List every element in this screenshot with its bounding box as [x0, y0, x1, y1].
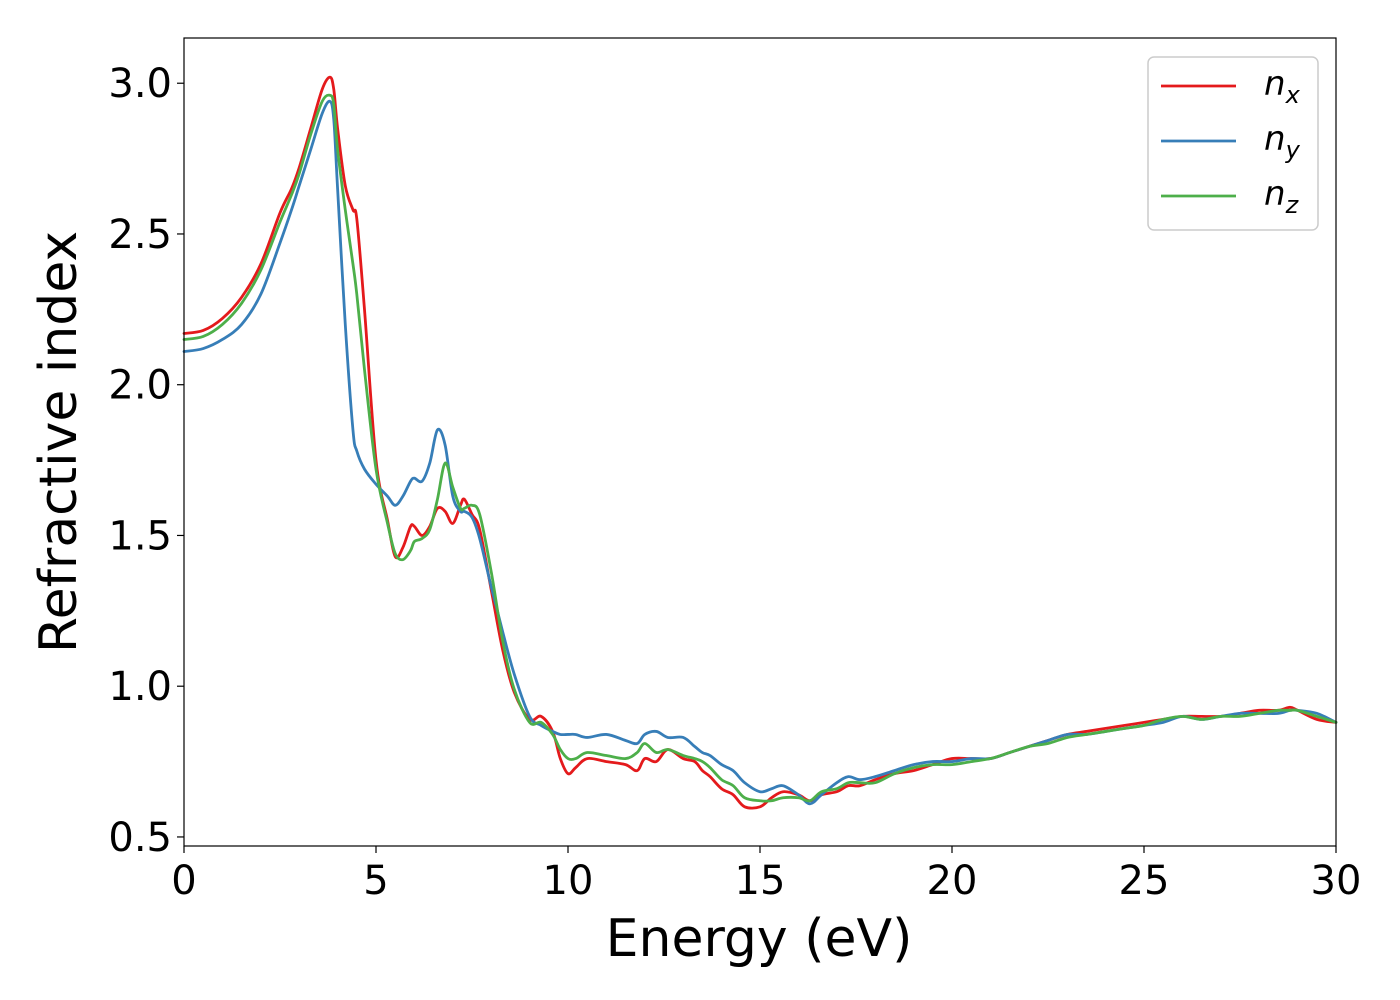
x-tick-label: 30: [1311, 858, 1362, 904]
x-tick-label: 0: [171, 858, 196, 904]
y-tick-label: 1.0: [108, 664, 172, 710]
y-axis-label: Refractive index: [29, 231, 89, 653]
legend-label-z: nz: [1264, 174, 1300, 219]
x-axis-label: Energy (eV): [606, 909, 913, 969]
legend-label-x: nx: [1264, 64, 1301, 109]
y-axis-ticks: 0.5 1.0 1.5 2.0 2.5 3.0: [108, 61, 184, 861]
legend: nx ny nz: [1147, 56, 1319, 231]
x-tick-label: 5: [363, 858, 388, 904]
x-tick-label: 10: [543, 858, 594, 904]
x-axis-ticks: 0 5 10 15 20 25 30: [171, 846, 1361, 904]
legend-label-y: ny: [1264, 119, 1301, 164]
series-line-z: [182, 93, 1338, 803]
y-tick-label: 3.0: [108, 61, 172, 107]
legend-box: [1147, 56, 1319, 231]
x-tick-label: 25: [1119, 858, 1170, 904]
y-tick-label: 0.5: [108, 815, 172, 861]
series-layer: [182, 75, 1338, 810]
y-tick-label: 2.5: [108, 212, 172, 258]
x-tick-label: 20: [927, 858, 978, 904]
y-tick-label: 1.5: [108, 513, 172, 559]
x-tick-label: 15: [735, 858, 786, 904]
series-line-y: [182, 99, 1338, 806]
y-tick-label: 2.0: [108, 363, 172, 409]
